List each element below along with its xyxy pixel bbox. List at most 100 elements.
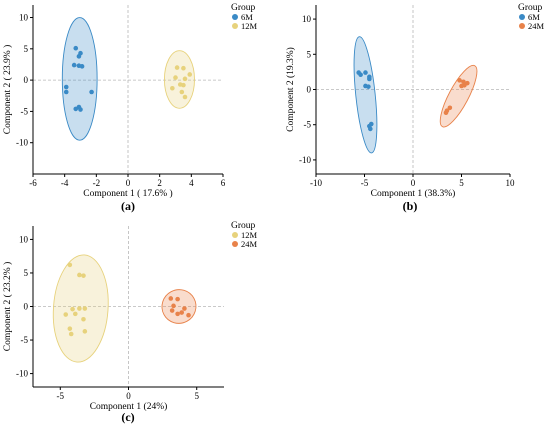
data-point-12M: [181, 82, 186, 88]
data-point-24M: [447, 105, 453, 111]
x-tick-label: 6: [221, 178, 226, 188]
legend-swatch-12M: [232, 232, 238, 238]
x-tick-label: -10: [310, 178, 322, 188]
chart-panel-c: -5 0 5 -10 -5 0 5 10 Component 1 (24%) Component …: [2, 221, 258, 424]
data-point-24M: [186, 312, 191, 318]
confidence-ellipse-6M: [61, 17, 98, 141]
data-point-12M: [67, 326, 73, 331]
legend-entry-24M: 24M: [528, 21, 545, 31]
y-tick-label: 10: [19, 234, 29, 244]
y-tick-label: 10: [302, 14, 312, 24]
data-point-6M: [79, 64, 85, 69]
confidence-ellipse-6M: [353, 36, 378, 154]
data-point-24M: [175, 296, 180, 302]
data-point-6M: [368, 126, 373, 132]
chart-panel-a: -6 -4 -2 0 2 4 6 -10 -5 0 5 10 Component 1 ( 17.6% )…: [2, 3, 258, 213]
data-point-6M: [78, 107, 83, 112]
y-axis-label: Component 2 ( 23.9% ): [2, 45, 13, 134]
data-point-24M: [182, 306, 187, 311]
data-point-12M: [72, 311, 78, 317]
data-point-12M: [182, 94, 188, 100]
x-tick-label: -5: [361, 178, 369, 188]
y-tick-label: -5: [21, 335, 29, 345]
data-point-12M: [70, 306, 75, 312]
data-point-24M: [171, 303, 176, 309]
data-point-12M: [187, 72, 193, 77]
confidence-ellipse-12M: [163, 50, 195, 109]
y-tick-label: -10: [16, 138, 28, 148]
legend-swatch-24M: [519, 23, 525, 29]
x-tick-label: 4: [189, 178, 194, 188]
y-tick-label: -10: [299, 155, 311, 165]
legend-entry-12M: 12M: [241, 21, 258, 31]
legend-entry-12M: 12M: [241, 230, 258, 240]
y-tick-label: 0: [307, 85, 312, 95]
y-tick-label: 5: [24, 44, 29, 54]
x-tick-label: 5: [194, 391, 199, 401]
data-point-24M: [175, 311, 180, 317]
data-point-6M: [63, 89, 69, 95]
y-tick-label: 5: [307, 49, 312, 59]
data-point-24M: [443, 110, 449, 116]
x-tick-label: 0: [126, 391, 131, 401]
data-point-6M: [63, 84, 69, 90]
data-point-6M: [358, 72, 363, 78]
x-tick-label: -2: [93, 178, 101, 188]
data-point-24M: [168, 296, 174, 301]
data-point-12M: [67, 262, 73, 268]
data-point-12M: [82, 306, 88, 311]
x-tick-label: -6: [29, 178, 37, 188]
y-axis-label: Component 2 ( 23.2% ): [2, 262, 13, 351]
y-tick-label: -10: [16, 369, 28, 379]
data-point-12M: [81, 273, 86, 278]
y-axis-label: Component 2 (19.3%): [285, 47, 296, 132]
data-point-6M: [366, 84, 371, 89]
legend-title: Group: [518, 3, 543, 13]
panel-label: (b): [403, 199, 418, 213]
legend-entry-6M: 6M: [241, 12, 253, 22]
x-tick-label: 10: [506, 178, 516, 188]
y-tick-label: -5: [21, 106, 29, 116]
x-tick-label: 5: [459, 178, 464, 188]
y-tick-label: -5: [304, 120, 312, 130]
x-tick-label: 2: [157, 178, 162, 188]
legend-entry-24M: 24M: [241, 239, 258, 249]
y-tick-label: 10: [19, 13, 29, 23]
y-tick-label: 0: [24, 302, 29, 312]
x-axis-label: Component 1 (38.3%): [371, 188, 456, 199]
confidence-ellipse-24M: [161, 289, 197, 324]
data-point-24M: [179, 310, 185, 315]
data-point-24M: [459, 83, 464, 89]
x-axis-label: Component 1 ( 17.6% ): [83, 188, 172, 199]
data-point-12M: [82, 329, 88, 334]
data-point-6M: [73, 45, 79, 51]
data-point-12M: [182, 76, 188, 82]
data-point-24M: [457, 78, 462, 83]
x-tick-label: 0: [411, 178, 416, 188]
legend-swatch-6M: [519, 14, 525, 20]
y-tick-label: 0: [24, 75, 29, 85]
legend-swatch-12M: [232, 23, 238, 29]
data-point-12M: [170, 85, 175, 91]
data-point-12M: [77, 272, 82, 278]
data-point-12M: [63, 312, 69, 317]
data-point-12M: [81, 316, 86, 322]
data-point-6M: [76, 54, 82, 59]
legend-title: Group: [231, 221, 256, 231]
data-point-6M: [71, 62, 77, 68]
data-point-12M: [179, 89, 185, 95]
x-tick-label: -4: [61, 178, 69, 188]
y-tick-label: 5: [24, 268, 29, 278]
legend-title: Group: [231, 3, 256, 13]
data-point-24M: [461, 79, 466, 85]
data-point-6M: [363, 70, 368, 75]
legend-swatch-24M: [232, 241, 238, 247]
panel-label: (c): [121, 410, 134, 424]
data-point-12M: [173, 75, 178, 80]
data-point-12M: [77, 306, 82, 311]
data-point-6M: [367, 76, 372, 82]
